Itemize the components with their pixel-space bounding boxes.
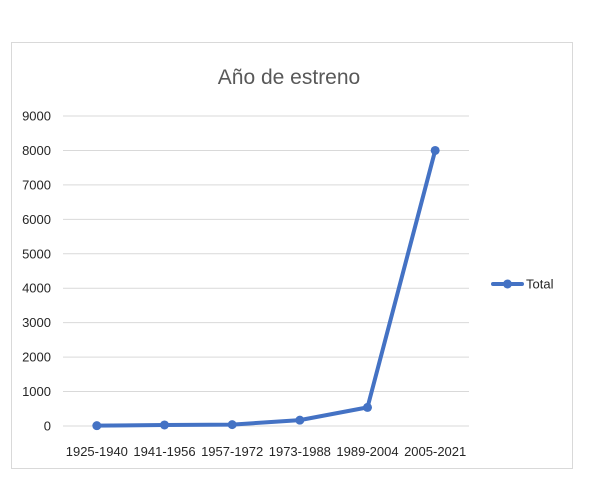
y-tick-label: 0 — [44, 419, 51, 434]
chart-title: Año de estreno — [218, 66, 360, 89]
data-point — [430, 145, 440, 155]
x-tick-label: 1941-1956 — [133, 444, 195, 459]
legend-point-marker — [503, 279, 512, 289]
x-tick-label: 1925-1940 — [66, 444, 128, 459]
data-point — [295, 415, 305, 425]
y-tick-label: 2000 — [22, 350, 51, 365]
y-tick-label: 9000 — [22, 109, 51, 124]
x-tick-label: 2005-2021 — [404, 444, 466, 459]
series-line — [94, 148, 438, 428]
legend: Total — [491, 277, 554, 292]
data-point — [92, 421, 102, 431]
chart-frame — [11, 42, 573, 469]
y-tick-label: 3000 — [22, 315, 51, 330]
y-tick-label: 6000 — [22, 212, 51, 227]
y-tick-label: 5000 — [22, 246, 51, 261]
y-tick-label: 1000 — [22, 384, 51, 399]
legend-label: Total — [526, 277, 554, 292]
y-tick-label: 7000 — [22, 177, 51, 192]
series-group — [92, 145, 440, 431]
data-point — [160, 420, 169, 430]
data-point — [227, 420, 237, 430]
grid-lines — [63, 115, 469, 427]
data-point — [363, 402, 372, 412]
x-tick-label: 1989-2004 — [336, 444, 398, 459]
x-tick-label: 1973-1988 — [269, 444, 331, 459]
x-axis-tick-labels: 1925-1940 1941-1956 1957-1972 1973-1988 1989… — [66, 444, 467, 459]
y-tick-label: 4000 — [22, 281, 51, 296]
x-tick-label: 1957-1972 — [201, 444, 263, 459]
y-tick-label: 8000 — [22, 143, 51, 158]
y-axis-tick-labels: 0 1000 2000 3000 4000 5000 6000 7000 8000 9000 — [22, 109, 51, 434]
